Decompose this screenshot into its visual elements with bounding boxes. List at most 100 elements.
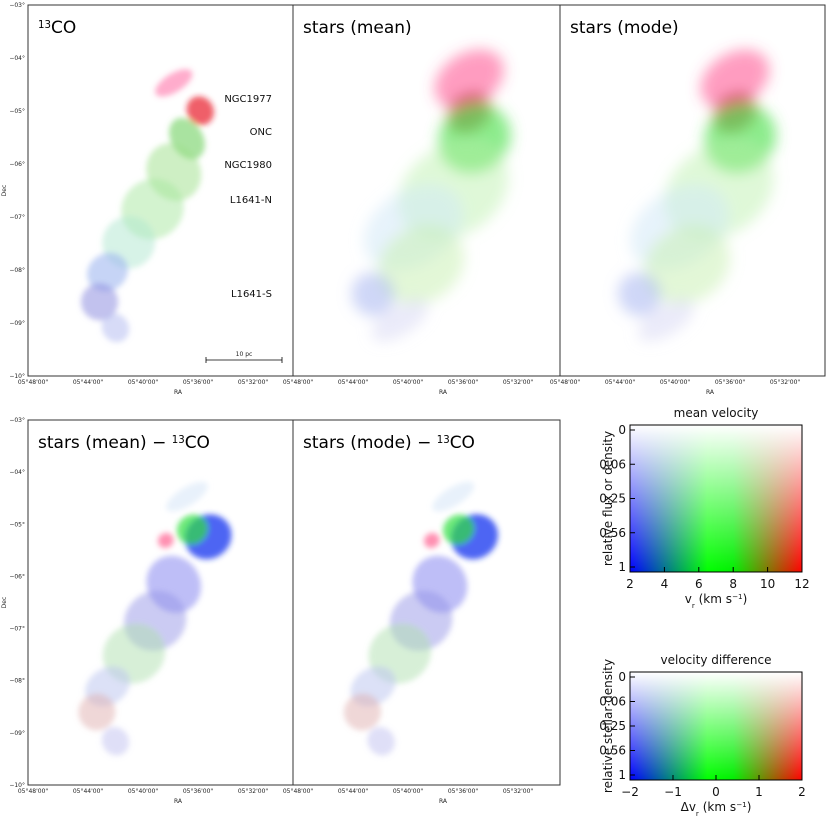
colorbar-x-tick-label: 4 <box>661 577 669 591</box>
colorbar-y-tick-label: 0.25 <box>599 492 626 506</box>
emission-blob <box>637 299 695 342</box>
text-part: −1 <box>736 800 747 809</box>
emission-blob <box>424 532 440 548</box>
ra-tick-label: 05°48'00" <box>18 379 49 386</box>
text-part: (km s <box>695 592 732 606</box>
text-part: stars (mean) − <box>38 433 172 453</box>
ra-tick-label: 05°36'00" <box>448 788 479 795</box>
panel-frame <box>292 419 561 786</box>
text-part: CO <box>51 18 76 38</box>
emission-blob <box>87 252 128 292</box>
dec-tick-label: −07° <box>9 214 25 221</box>
ra-tick-label: 05°48'00" <box>283 788 314 795</box>
dec-tick-label: −10° <box>9 782 25 789</box>
map-image <box>343 481 499 756</box>
ra-tick-label: 05°44'00" <box>605 379 636 386</box>
text-part: ) <box>743 592 748 606</box>
x-axis-label: RA <box>174 389 183 396</box>
dec-tick-label: −04° <box>9 469 25 476</box>
colorbar-title: mean velocity <box>674 406 759 420</box>
ra-tick-label: 05°32'00" <box>503 788 534 795</box>
text-part: v <box>685 592 692 606</box>
dec-tick-label: −09° <box>9 730 25 737</box>
dec-tick-label: −06° <box>9 573 25 580</box>
y-axis-label: Dec <box>1 185 8 197</box>
colorbar-y-tick-label: 0.56 <box>599 744 626 758</box>
colorbar-y-tick-label: 1 <box>618 768 626 782</box>
ra-tick-label: 05°48'00" <box>18 788 49 795</box>
colorbar-x-label: vr (km s−1) <box>685 592 748 610</box>
emission-blob <box>101 313 130 343</box>
text-part: stars (mode) <box>570 18 679 38</box>
colorbar-x-tick-label: 8 <box>729 577 737 591</box>
panel-title: stars (mean) − 13CO <box>38 433 210 453</box>
colorbar-x-tick-label: 10 <box>760 577 775 591</box>
colorbar-y-tick-label: 0.06 <box>599 457 626 471</box>
emission-blob <box>367 726 395 756</box>
region-label: ONC <box>250 127 272 138</box>
panel-frame <box>559 4 826 377</box>
scale-bar-label: 10 pc <box>236 351 253 358</box>
ra-tick-label: 05°48'00" <box>550 379 581 386</box>
emission-blob <box>617 272 662 317</box>
emission-blob <box>371 299 429 342</box>
ra-tick-label: 05°44'00" <box>338 788 369 795</box>
emission-blob <box>442 514 475 545</box>
ra-tick-label: 05°36'00" <box>448 379 479 386</box>
colorbar-y-tick-label: 0 <box>618 670 626 684</box>
colorbar-title: velocity difference <box>661 653 772 667</box>
panel-title: 13CO <box>38 18 76 38</box>
region-label: L1641-S <box>231 289 272 300</box>
ra-tick-label: 05°32'00" <box>503 379 534 386</box>
text-part: ) <box>747 800 752 814</box>
ra-tick-label: 05°44'00" <box>73 379 104 386</box>
dec-tick-label: −10° <box>9 373 25 380</box>
ra-tick-label: 05°40'00" <box>660 379 691 386</box>
emission-blob <box>186 96 214 126</box>
colorbar-y-tick-label: 1 <box>618 560 626 574</box>
ra-tick-label: 05°36'00" <box>183 379 214 386</box>
dec-tick-label: −06° <box>9 161 25 168</box>
ra-tick-label: 05°36'00" <box>183 788 214 795</box>
colorbar-x-tick-label: 1 <box>755 785 763 799</box>
text-part: stars (mode) − <box>303 433 437 453</box>
emission-blob <box>644 225 731 305</box>
emission-blob <box>101 726 130 756</box>
colorbar-x-label: Δvr (km s−1) <box>681 800 752 818</box>
x-axis-label: RA <box>439 389 448 396</box>
colorbar-x-tick-label: 6 <box>695 577 703 591</box>
dec-tick-label: −03° <box>9 417 25 424</box>
y-axis-label: Dec <box>1 597 8 609</box>
text-part: CO <box>185 433 210 453</box>
ra-tick-label: 05°32'00" <box>770 379 801 386</box>
colorbar-x-tick-label: −1 <box>664 785 682 799</box>
ra-tick-label: 05°32'00" <box>238 379 269 386</box>
emission-blob <box>377 225 465 305</box>
emission-blob <box>155 69 193 97</box>
text-part: r <box>692 601 695 610</box>
colorbar-x-tick-label: 2 <box>798 785 806 799</box>
map-image <box>351 49 511 342</box>
colorbar-y-label: relative flux or density <box>601 431 615 566</box>
colorbar-x-tick-label: 0 <box>712 785 720 799</box>
emission-blob <box>700 49 770 109</box>
ra-tick-label: 05°32'00" <box>238 788 269 795</box>
dec-tick-label: −07° <box>9 626 25 633</box>
ra-tick-label: 05°40'00" <box>393 379 424 386</box>
ra-tick-label: 05°40'00" <box>128 379 159 386</box>
emission-blob <box>343 693 381 731</box>
dec-tick-label: −03° <box>9 2 25 9</box>
emission-blob <box>351 272 395 317</box>
text-part: CO <box>450 433 475 453</box>
dec-tick-label: −05° <box>9 521 25 528</box>
text-part: Δv <box>681 800 696 814</box>
ra-tick-label: 05°48'00" <box>283 379 314 386</box>
text-part: r <box>696 809 699 818</box>
colorbar-y-tick-label: 0 <box>618 423 626 437</box>
colorbar-y-tick-label: 0.25 <box>599 719 626 733</box>
text-part: −1 <box>732 592 743 601</box>
map-image <box>617 49 777 342</box>
emission-blob <box>158 532 174 548</box>
ra-tick-label: 05°44'00" <box>338 379 369 386</box>
